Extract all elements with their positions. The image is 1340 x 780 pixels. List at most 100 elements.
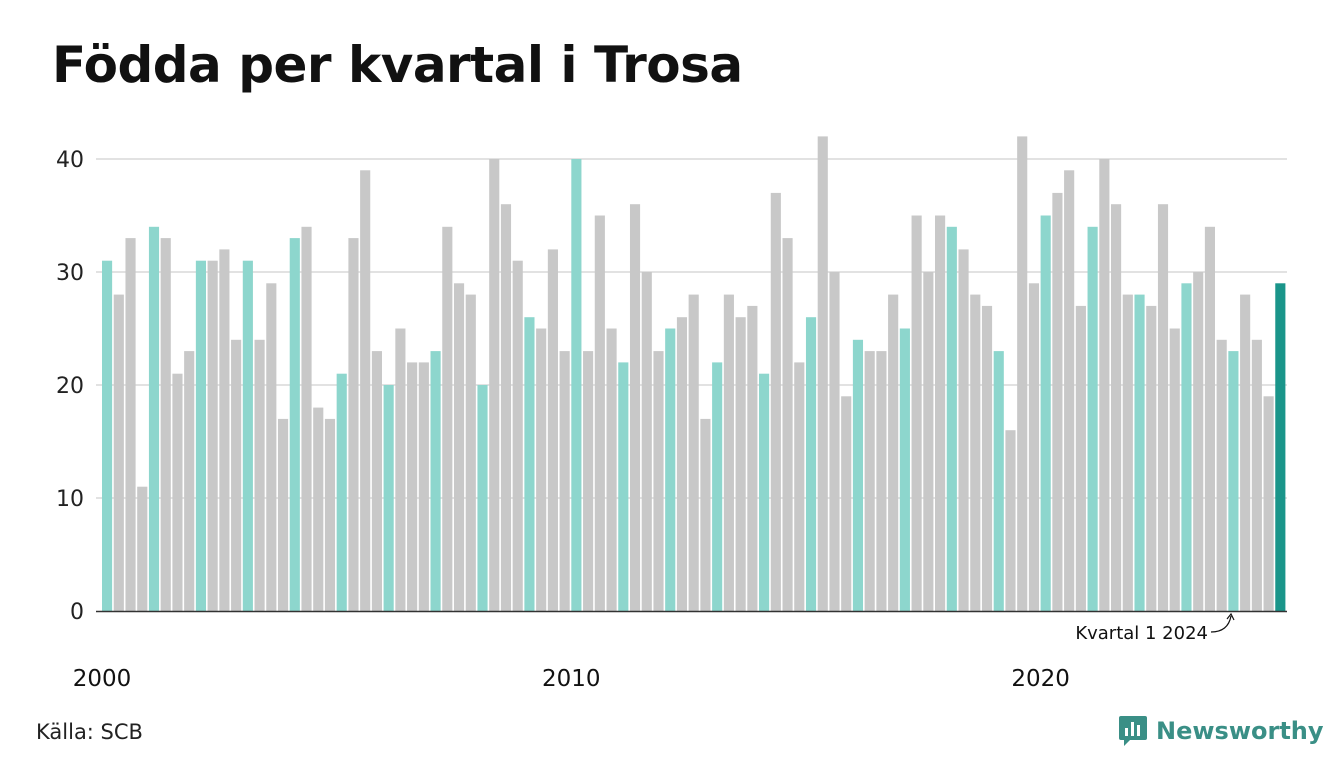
bar: [184, 351, 195, 611]
annotation-arrowhead: [1226, 612, 1235, 621]
bar: [430, 351, 441, 611]
y-tick-label: 40: [56, 148, 84, 173]
bar: [1216, 339, 1227, 611]
bar: [747, 305, 758, 611]
bar: [935, 215, 946, 611]
bar: [1240, 294, 1251, 611]
bar: [1146, 305, 1157, 611]
bar: [137, 486, 148, 611]
bar: [653, 351, 664, 611]
x-tick-label: 2020: [1011, 666, 1070, 692]
bar: [688, 294, 699, 611]
x-tick-label: 2000: [73, 666, 132, 692]
bar: [231, 339, 242, 611]
bar: [1087, 226, 1098, 612]
bar: [594, 215, 605, 611]
bar: [841, 396, 852, 611]
bar: [219, 249, 230, 611]
bar: [606, 328, 617, 611]
bar: [324, 418, 336, 611]
bar: [770, 192, 781, 611]
bar: [641, 272, 652, 611]
bar: [676, 317, 688, 611]
bar: [172, 373, 183, 611]
x-tick-label: 2010: [542, 666, 601, 692]
bar: [547, 249, 558, 611]
bar: [371, 351, 382, 611]
bar: [970, 294, 981, 611]
bar: [911, 215, 922, 611]
bar: [500, 204, 512, 611]
bar: [1052, 192, 1063, 611]
bar: [1251, 339, 1262, 611]
bar: [348, 238, 359, 611]
bar: [277, 418, 289, 611]
bar: [759, 373, 770, 611]
bar: [1028, 283, 1040, 611]
x-axis-ticks: 2000 2010 2020: [73, 666, 1070, 692]
bar: [899, 328, 910, 611]
bar: [1075, 305, 1086, 611]
bar: [876, 351, 887, 611]
bar: [489, 159, 500, 611]
bar: [1169, 328, 1180, 611]
bar: [207, 260, 218, 611]
bar: [477, 385, 488, 611]
bar: [981, 305, 993, 611]
bar: [1181, 283, 1192, 611]
bar: [923, 272, 934, 611]
annotation-label: Kvartal 1 2024: [1075, 623, 1208, 644]
bar: [536, 328, 547, 611]
bar: [817, 136, 828, 611]
bar: [946, 226, 957, 612]
source-note: Källa: SCB: [36, 720, 143, 744]
chart-title: Födda per kvartal i Trosa: [52, 36, 743, 94]
bar: [958, 249, 969, 611]
bar: [1193, 272, 1204, 611]
bars: [102, 136, 1286, 612]
bar: [395, 328, 406, 611]
bar: [254, 339, 265, 611]
bar: [313, 407, 324, 611]
bar: [629, 204, 641, 611]
y-axis-ticks: 0 10 20 30 40: [56, 148, 84, 625]
bar: [571, 159, 582, 611]
bar: [266, 283, 277, 611]
bar: [453, 283, 465, 611]
bar: [360, 170, 371, 612]
bar: [1157, 204, 1169, 611]
bar: [888, 294, 899, 611]
y-tick-label: 30: [56, 261, 84, 286]
annotation-arrow: [1210, 615, 1232, 633]
bar: [465, 294, 476, 611]
bar: [383, 385, 394, 611]
bar: [583, 351, 594, 611]
newsworthy-icon: [1119, 716, 1147, 746]
bar: [735, 317, 746, 611]
bar: [1204, 226, 1216, 612]
bar: [1017, 136, 1028, 611]
bar: [1040, 215, 1051, 611]
bar: [794, 362, 805, 611]
bar: [113, 294, 124, 611]
brand-logo: Newsworthy: [1118, 714, 1324, 748]
bar: [723, 294, 734, 611]
y-tick-label: 20: [56, 374, 84, 399]
y-tick-label: 10: [56, 487, 84, 512]
bar: [1064, 170, 1075, 612]
bar: [512, 260, 523, 611]
bar: [160, 238, 171, 611]
y-tick-label: 0: [70, 600, 84, 625]
bar: [148, 226, 160, 612]
annotation: Kvartal 1 2024: [1075, 612, 1235, 644]
bar: [102, 260, 113, 611]
bar: [829, 272, 840, 611]
bar: [1122, 294, 1133, 611]
bar: [336, 373, 347, 611]
bar: [559, 351, 570, 611]
bar: [242, 260, 253, 611]
bar: [1099, 159, 1110, 611]
bar: [1111, 204, 1122, 611]
